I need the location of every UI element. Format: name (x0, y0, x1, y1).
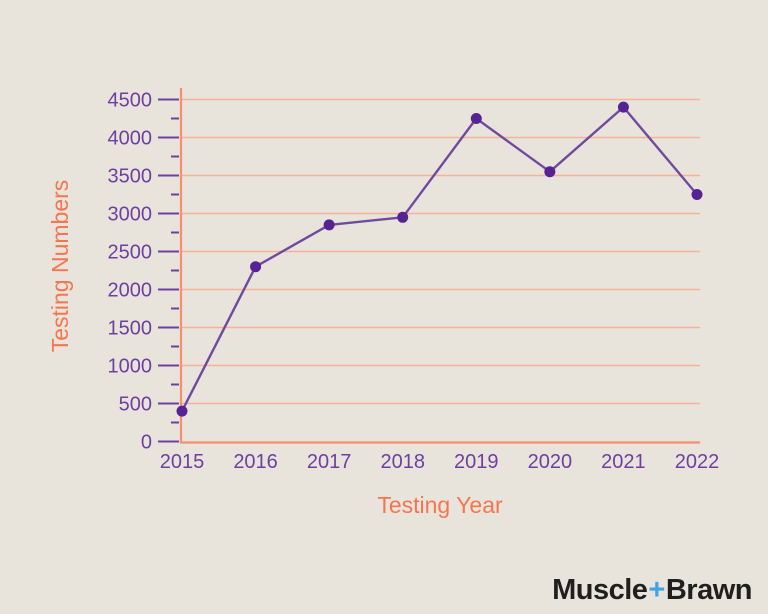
data-point (397, 211, 409, 223)
x-axis-tick-label: 2018 (380, 451, 425, 473)
x-axis-tick-label: 2015 (160, 451, 205, 473)
x-axis-tick-label: 2022 (675, 451, 720, 473)
data-point (544, 166, 556, 178)
y-axis-tick-label: 1500 (108, 318, 153, 340)
logo-word-muscle: Muscle (552, 574, 648, 606)
x-axis-tick-label: 2016 (233, 451, 278, 473)
y-axis-tick-label: 3500 (108, 166, 153, 188)
y-axis-tick-label: 0 (141, 432, 152, 454)
logo-word-brawn: Brawn (665, 574, 753, 606)
y-axis-tick-label: 4000 (108, 128, 153, 150)
x-axis-tick-label: 2017 (307, 451, 352, 473)
series-line (180, 105, 698, 412)
brand-logo: Muscle+Brawn (552, 574, 752, 607)
x-axis-title: Testing Year (377, 492, 503, 518)
y-axis-tick-label: 2500 (108, 242, 153, 264)
data-point (691, 189, 703, 200)
x-axis-tick-label: 2021 (601, 451, 646, 473)
x-axis-tick-label: 2020 (528, 451, 573, 473)
data-point (250, 261, 262, 273)
data-point (176, 405, 188, 417)
data-point (470, 113, 482, 124)
logo-plus-icon: + (648, 574, 665, 606)
y-axis-tick-label: 3000 (108, 204, 153, 226)
data-point (323, 219, 335, 231)
data-point (617, 101, 629, 113)
y-axis-tick-label: 1000 (108, 356, 153, 378)
y-axis-tick-label: 2000 (108, 280, 153, 302)
y-axis-tick-label: 500 (119, 394, 152, 416)
y-axis-tick-label: 4500 (108, 90, 153, 112)
x-axis-tick-label: 2019 (454, 451, 499, 473)
y-axis-title: Testing Numbers (47, 180, 73, 353)
